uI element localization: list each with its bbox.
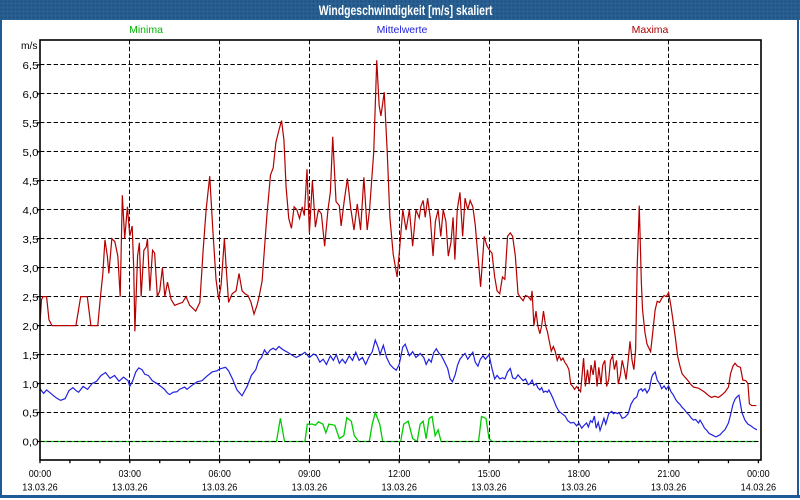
svg-text:1,5: 1,5 — [23, 350, 39, 362]
svg-text:3,0: 3,0 — [23, 263, 39, 275]
svg-text:13.03.26: 13.03.26 — [381, 482, 417, 494]
svg-text:2,0: 2,0 — [23, 321, 39, 333]
svg-text:13.03.26: 13.03.26 — [112, 482, 148, 494]
svg-text:4,5: 4,5 — [23, 176, 39, 188]
svg-text:3,5: 3,5 — [23, 234, 39, 246]
svg-text:06:00: 06:00 — [208, 468, 231, 480]
svg-text:5,0: 5,0 — [23, 147, 39, 159]
svg-text:13.03.26: 13.03.26 — [202, 482, 238, 494]
svg-text:6,5: 6,5 — [23, 60, 39, 72]
svg-text:00:00: 00:00 — [29, 468, 52, 480]
svg-text:13.03.26: 13.03.26 — [292, 482, 328, 494]
svg-text:03:00: 03:00 — [119, 468, 142, 480]
svg-text:15:00: 15:00 — [478, 468, 501, 480]
svg-text:13.03.26: 13.03.26 — [471, 482, 507, 494]
svg-text:12:00: 12:00 — [388, 468, 411, 480]
svg-text:13.03.26: 13.03.26 — [561, 482, 597, 494]
svg-text:14.03.26: 14.03.26 — [741, 482, 777, 494]
svg-text:21:00: 21:00 — [657, 468, 680, 480]
svg-text:6,0: 6,0 — [23, 89, 39, 101]
svg-text:0,0: 0,0 — [23, 437, 39, 449]
svg-text:13.03.26: 13.03.26 — [651, 482, 687, 494]
svg-text:18:00: 18:00 — [568, 468, 591, 480]
svg-text:09:00: 09:00 — [298, 468, 321, 480]
svg-text:m/s: m/s — [21, 40, 38, 52]
svg-text:1,0: 1,0 — [23, 379, 39, 391]
svg-text:4,0: 4,0 — [23, 205, 39, 217]
svg-text:2,5: 2,5 — [23, 292, 39, 304]
svg-text:13.03.26: 13.03.26 — [22, 482, 58, 494]
svg-text:0,5: 0,5 — [23, 408, 39, 420]
svg-text:5,5: 5,5 — [23, 118, 39, 130]
svg-text:00:00: 00:00 — [747, 468, 770, 480]
